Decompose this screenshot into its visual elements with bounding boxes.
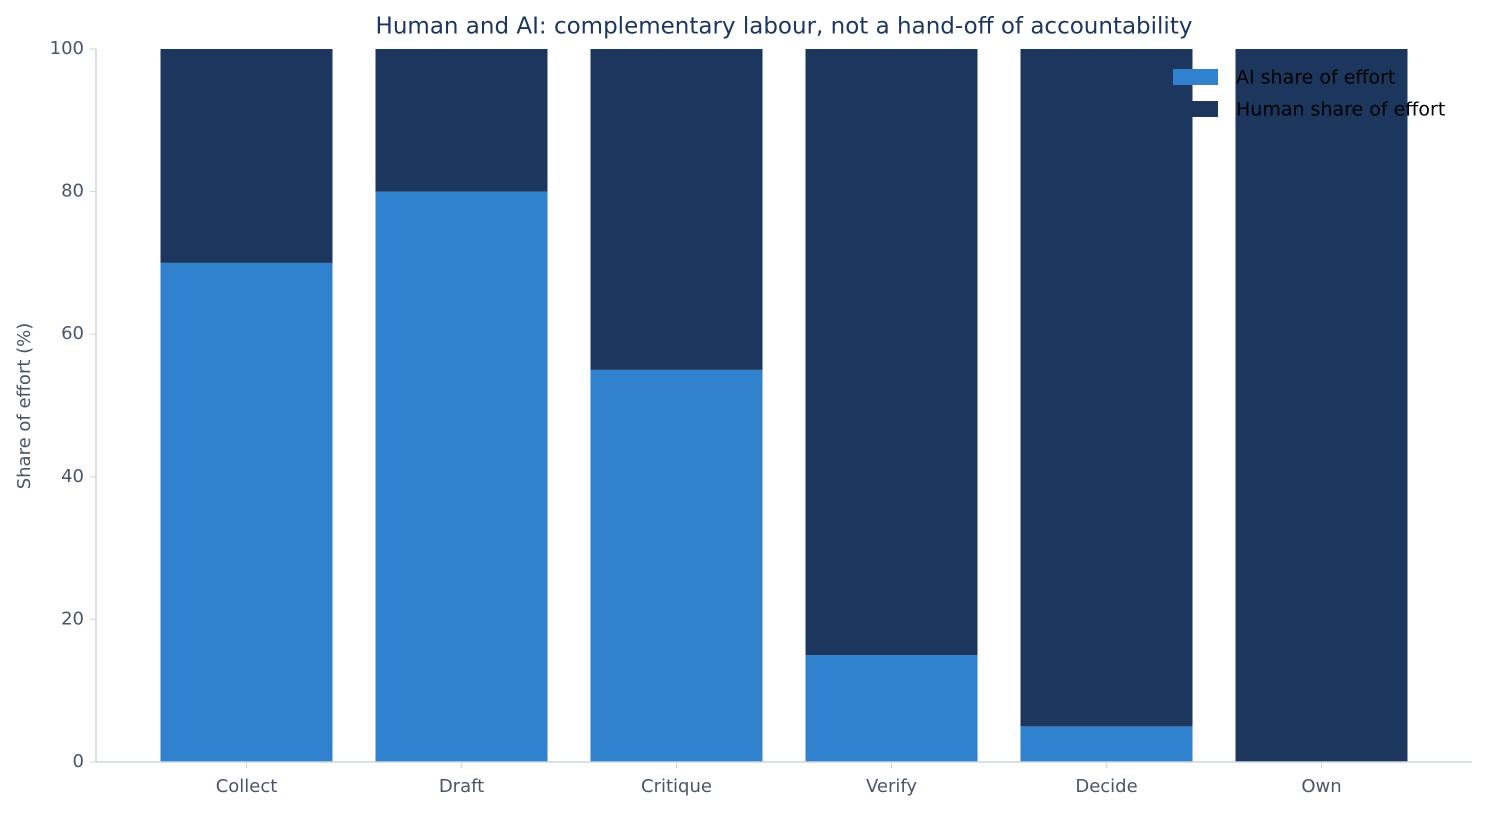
x-tick-label: Critique <box>641 776 712 797</box>
bar-segment <box>590 49 763 370</box>
bar-segment <box>160 262 333 762</box>
chart-title: Human and AI: complementary labour, not … <box>376 14 1193 40</box>
y-axis-label: Share of effort (%) <box>14 323 35 490</box>
x-tick-label: Decide <box>1075 776 1137 797</box>
bar-segment <box>160 49 333 263</box>
legend: AI share of effort Human share of effort <box>1173 67 1445 121</box>
x-tick-label: Own <box>1301 776 1341 797</box>
bar-segment <box>805 655 978 762</box>
x-tick-label: Verify <box>866 776 917 797</box>
x-tick-label: Draft <box>439 776 484 797</box>
legend-label: Human share of effort <box>1236 99 1445 121</box>
y-tick-label: 80 <box>61 181 84 202</box>
bar-segment <box>590 369 763 762</box>
bar-segment <box>805 49 978 656</box>
y-tick-label: 60 <box>61 323 84 344</box>
legend-swatch <box>1173 101 1218 117</box>
legend-swatch <box>1173 69 1218 85</box>
bar-segment <box>1235 49 1408 762</box>
y-tick-label: 40 <box>61 466 84 487</box>
bar-segment <box>1020 49 1193 727</box>
bar-segment <box>1020 726 1193 762</box>
bar-segment <box>375 191 548 763</box>
x-tick-label: Collect <box>216 776 278 797</box>
legend-label: AI share of effort <box>1236 67 1395 89</box>
y-tick-label: 100 <box>50 38 84 59</box>
bar-segment <box>375 49 548 192</box>
y-tick-label: 20 <box>61 608 84 629</box>
y-tick-label: 0 <box>73 751 84 772</box>
